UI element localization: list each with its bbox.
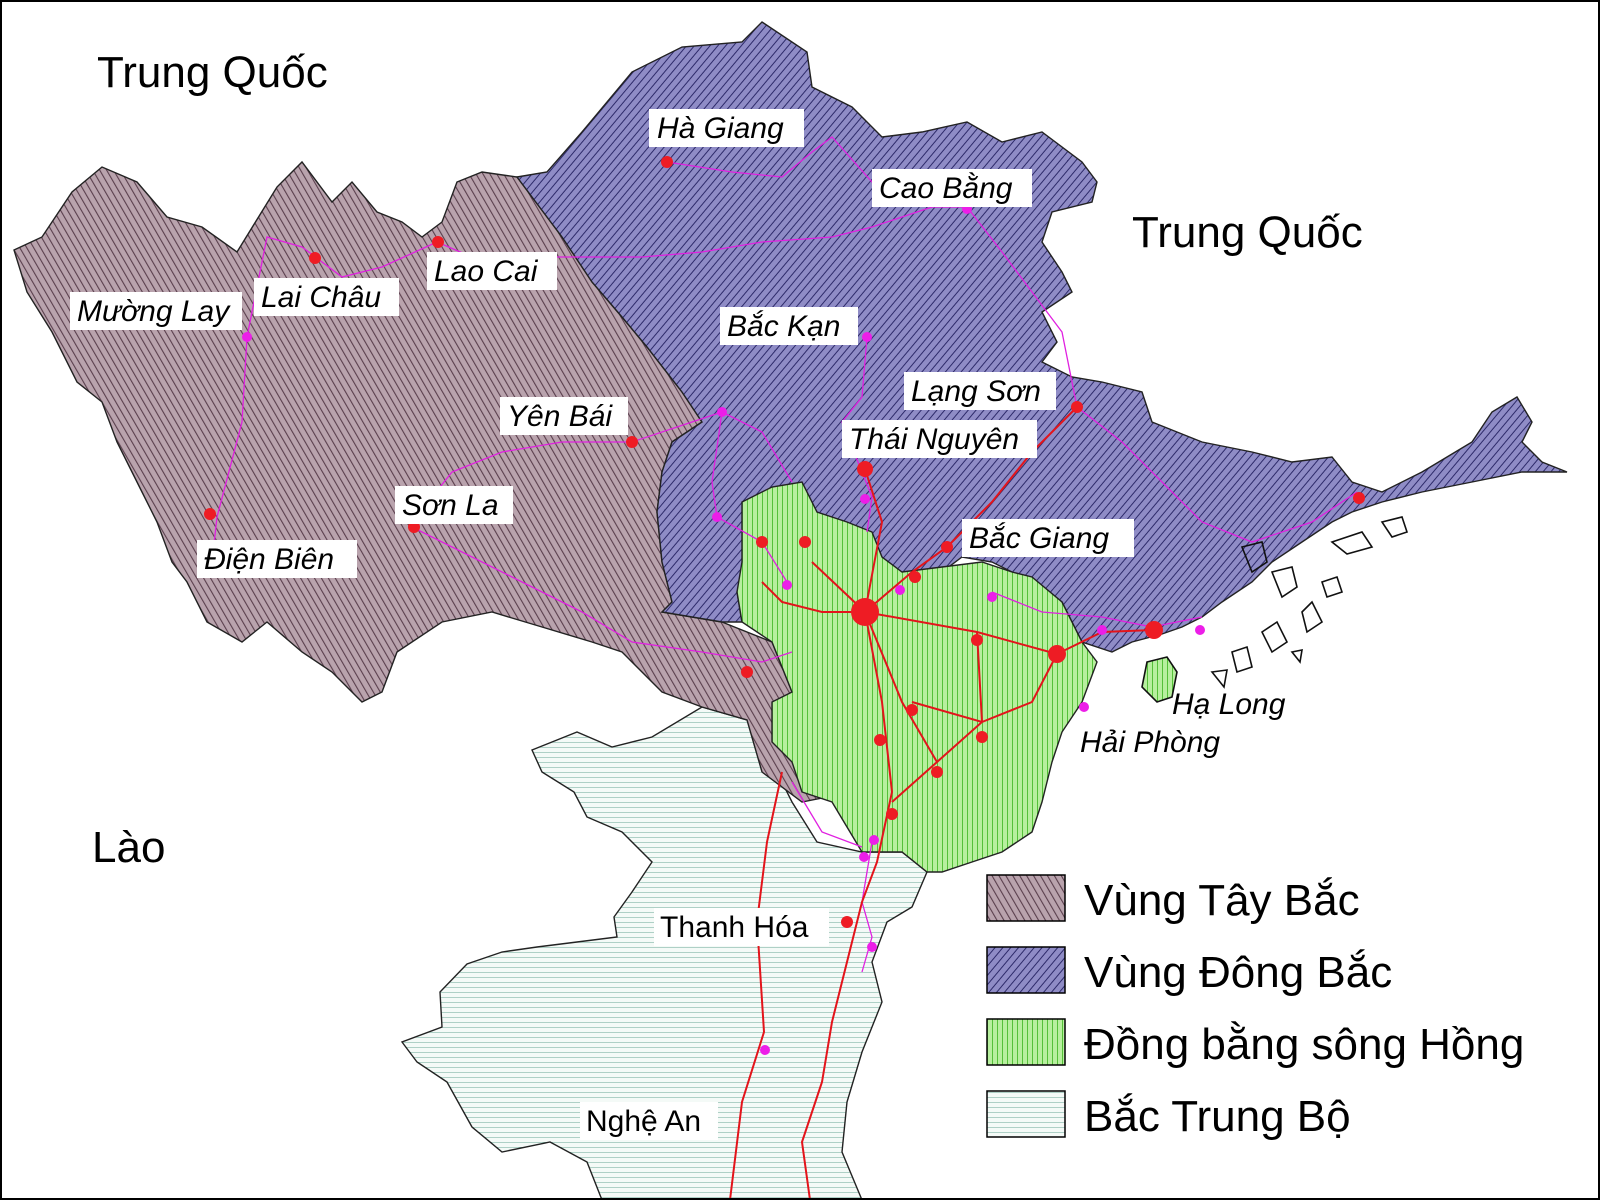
city-label-nghe-an[interactable]: Nghệ An	[586, 1105, 701, 1138]
city-dot-dien-bien	[204, 508, 216, 520]
city-dot-bac-kan	[862, 332, 872, 342]
legend-swatch-dbsh	[986, 1018, 1066, 1066]
city-dot-minor-5	[799, 536, 811, 548]
city-label-thai-nguyen[interactable]: Thái Nguyên	[849, 423, 1019, 456]
city-dot-bac-giang	[941, 541, 953, 553]
country-label-china-east: Trung Quốc	[1132, 208, 1363, 257]
legend-label-dbsh: Đồng bằng sông Hồng	[1084, 1020, 1524, 1069]
city-dot-lao-cai	[432, 236, 444, 248]
city-label-bac-kan[interactable]: Bắc Kạn	[727, 310, 840, 343]
city-dot-minor-9	[987, 592, 997, 602]
city-dot-ha-long	[1145, 621, 1163, 639]
city-dot-lang-son	[1071, 401, 1083, 413]
country-label-china-west: Trung Quốc	[97, 48, 328, 97]
city-label-lai-chau[interactable]: Lai Châu	[261, 281, 381, 314]
region-dong-bang-song-hong[interactable]	[736, 481, 1098, 873]
city-labels: Hà Giang Cao Bằng Lao Cai Lai Châu Mường…	[70, 109, 1286, 1140]
city-dot-minor-12	[906, 704, 918, 716]
city-dot-yen-bai	[626, 436, 638, 448]
city-dot-minor-4	[756, 536, 768, 548]
islands	[1141, 516, 1409, 703]
region-bac-trung-bo[interactable]	[400, 706, 928, 1200]
city-dot-ha-giang	[661, 156, 673, 168]
city-markers	[204, 156, 1365, 1055]
city-dot-minor-24	[760, 1045, 770, 1055]
city-label-dien-bien[interactable]: Điện Biên	[204, 543, 334, 576]
city-dot-thai-nguyen	[857, 461, 873, 477]
city-dot-thanh-hoa	[841, 916, 853, 928]
city-label-thanh-hoa[interactable]: Thanh Hóa	[660, 911, 809, 944]
city-dot-muong-lay	[242, 332, 252, 342]
city-dot-minor-6	[782, 580, 792, 590]
legend-swatch-dong-bac	[986, 946, 1066, 994]
city-dot-minor-20	[1195, 625, 1205, 635]
city-dot-minor-3	[860, 494, 870, 504]
city-dot-minor-17	[869, 835, 879, 845]
city-dot-minor-16	[886, 808, 898, 820]
legend-swatch-tay-bac	[986, 874, 1066, 922]
city-label-muong-lay[interactable]: Mường Lay	[77, 295, 231, 328]
city-label-son-la[interactable]: Sơn La	[402, 489, 499, 522]
country-label-laos: Lào	[92, 823, 165, 872]
city-dot-minor-18	[859, 852, 869, 862]
city-dot-minor-1	[717, 407, 727, 417]
city-dot-minor-14	[976, 731, 988, 743]
city-dot-minor-15	[931, 766, 943, 778]
city-dot-minor-21	[1079, 702, 1089, 712]
city-label-lang-son[interactable]: Lạng Sơn	[911, 375, 1041, 408]
city-label-yen-bai[interactable]: Yên Bái	[507, 400, 613, 433]
legend-swatch-btb	[986, 1090, 1066, 1138]
legend-label-btb: Bắc Trung Bộ	[1084, 1092, 1351, 1141]
city-dot-minor-19	[1097, 625, 1107, 635]
city-label-lao-cai[interactable]: Lao Cai	[434, 255, 539, 288]
city-dot-minor-10	[971, 634, 983, 646]
city-label-ha-giang[interactable]: Hà Giang	[657, 112, 784, 145]
city-dot-minor-13	[874, 734, 886, 746]
city-label-hai-phong[interactable]: Hải Phòng	[1080, 726, 1220, 759]
city-dot-minor-7	[895, 585, 905, 595]
city-dot-ha-noi	[851, 598, 879, 626]
city-dot-lai-chau	[309, 252, 321, 264]
city-dot-minor-22	[1353, 492, 1365, 504]
legend-label-dong-bac: Vùng Đông Bắc	[1084, 948, 1392, 997]
city-dot-minor-23	[867, 942, 877, 952]
city-dot-hai-phong	[1048, 645, 1066, 663]
city-dot-minor-8	[909, 571, 921, 583]
legend: Vùng Tây Bắc Vùng Đông Bắc Đồng bằng sôn…	[986, 874, 1524, 1141]
city-label-ha-long[interactable]: Hạ Long	[1172, 688, 1286, 721]
city-label-bac-giang[interactable]: Bắc Giang	[969, 522, 1109, 555]
city-dot-minor-11	[741, 666, 753, 678]
city-dot-minor-2	[712, 512, 722, 522]
legend-label-tay-bac: Vùng Tây Bắc	[1084, 876, 1360, 925]
city-label-cao-bang[interactable]: Cao Bằng	[879, 172, 1013, 205]
